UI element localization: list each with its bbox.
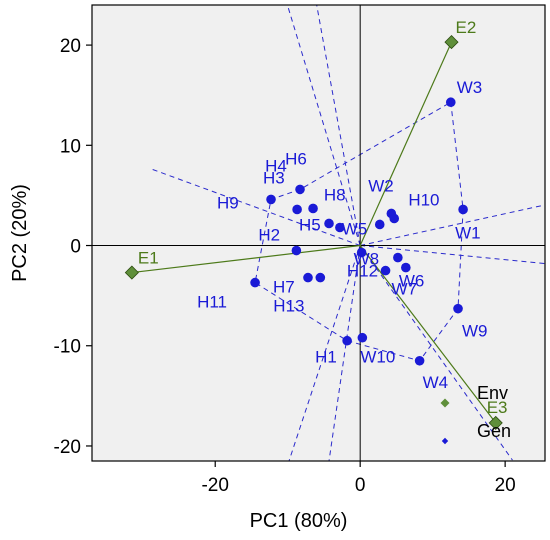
gen-label-w10: W10 [360,348,395,367]
gen-point-w2 [389,213,400,224]
sector-line [149,168,361,246]
gen-label-h6: H6 [285,149,307,168]
gen-label-h8: H8 [324,185,346,204]
gen-point-h13 [315,272,326,283]
sector-line [286,5,361,246]
gen-label-h4: H4 [265,156,287,175]
gen-point-h3 [295,184,305,195]
gen-point-h1 [342,335,352,346]
gen-point-w4 [414,355,425,366]
sector-line [359,245,513,461]
x-axis-title: PC1 (80%) [250,510,348,532]
gen-label-h10: H10 [408,190,439,209]
y-tick-label: -20 [54,437,81,458]
gen-point-h7 [303,272,313,283]
gen-point-h8 [335,222,345,233]
environment-vectors [131,41,497,424]
legend-marker-gen [441,437,449,445]
gen-point-w10 [357,332,368,343]
plot-frame [91,4,546,462]
plot-area [92,5,545,461]
gen-point-h9 [266,194,276,205]
sector-line [288,245,361,461]
gen-point-w8 [356,247,367,258]
sector-line [328,245,361,461]
gen-point-w7 [380,265,391,276]
y-tick-label: 20 [60,36,81,57]
gen-label-w7: W7 [392,280,418,299]
env-point-e3 [488,415,503,430]
gen-label-h11: H11 [197,293,227,312]
gen-label-w3: W3 [457,78,483,97]
gen-label-w1: W1 [455,223,481,242]
gen-label-w8: W8 [354,250,380,269]
gen-label-h2: H2 [258,226,280,245]
gen-point-h5 [324,218,334,229]
gen-label-w2: W2 [368,176,394,195]
gen-label-h9: H9 [217,193,239,212]
y-axis-title: PC2 (20%) [9,184,31,282]
sector-line [360,245,545,265]
axes: -20 0 20 -20 -10 0 10 20 [54,4,546,496]
gen-label-w9: W9 [462,322,488,341]
env-label-e1: E1 [138,249,159,268]
x-tick-label: -20 [201,475,228,496]
legend-marker-env [440,398,450,408]
convex-hull-polygon [254,101,464,362]
env-vector-e1 [131,244,361,274]
gen-point-h11 [250,277,260,288]
gen-point-h2 [291,245,302,256]
gen-label-h1: H1 [315,348,337,367]
env-vector-e3 [359,245,497,424]
y-tick-label: -10 [54,337,81,358]
sector-lines [149,5,545,461]
legend-label-gen: Gen [477,421,511,441]
env-vector-e2 [359,41,453,246]
env-point-e1 [124,265,139,280]
polygon-outline [254,101,464,362]
gen-label-h5: H5 [299,215,321,234]
gen-label-h12: H12 [347,262,378,281]
gen-label-w5: W5 [342,219,368,238]
legend-label-env: Env [477,383,508,403]
environment-points [124,35,503,430]
gen-point-h6 [292,204,302,215]
x-tick-label: 0 [355,475,366,496]
gen-point-w5 [374,219,385,230]
gen-label-h7: H7 [273,278,295,297]
gen-point-h12 [393,252,403,263]
gen-point-w9 [453,303,463,314]
env-point-e2 [444,35,459,50]
sector-line [360,204,545,247]
gen-point-w6 [401,262,411,273]
gen-label-h3: H3 [263,168,285,187]
y-tick-label: 10 [60,136,81,157]
gen-label-w6: W6 [399,272,425,291]
gen-point-h4 [308,203,318,214]
environment-labels: E1 E2 E3 [138,18,508,417]
gen-point-w3 [445,97,456,108]
genotype-points [250,97,468,366]
legend: Env Gen [440,383,511,445]
gen-label-h13: H13 [273,297,304,316]
gen-label-w4: W4 [423,373,449,392]
sector-line [316,5,361,246]
gen-point-w1 [458,204,468,215]
env-label-e2: E2 [456,18,477,37]
y-tick-label: 0 [70,237,81,258]
x-tick-label: 20 [495,475,516,496]
env-label-e3: E3 [487,398,508,417]
origin-axes [92,5,545,461]
